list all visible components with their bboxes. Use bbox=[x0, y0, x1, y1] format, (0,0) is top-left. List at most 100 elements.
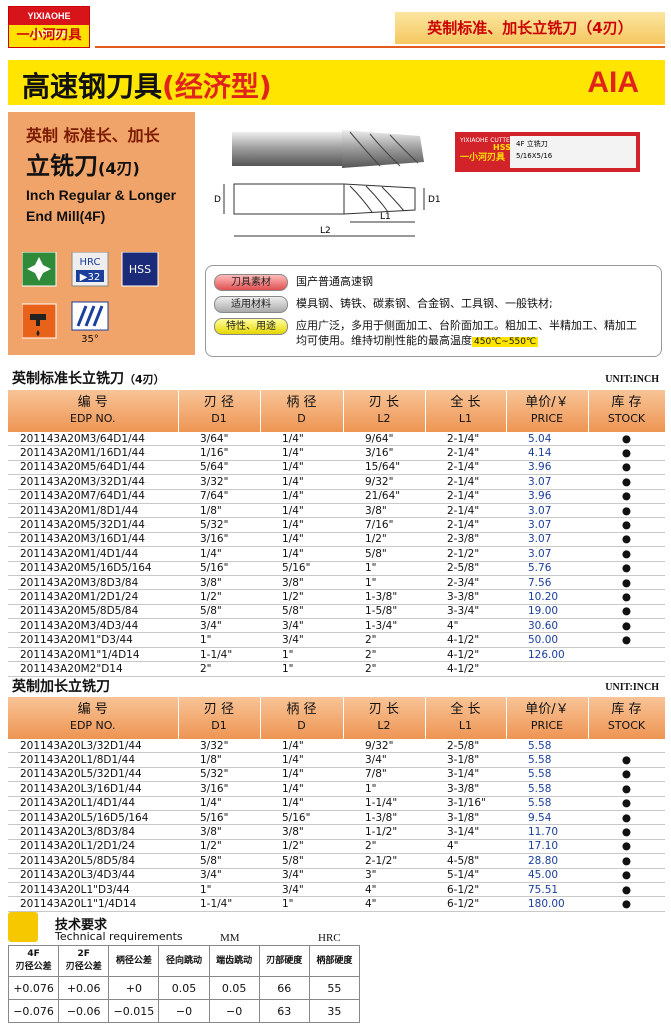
cell: 3/4" bbox=[260, 618, 343, 634]
cell: 5.04 bbox=[506, 432, 588, 447]
cell: 3/16" bbox=[178, 532, 260, 548]
cell: 1/2" bbox=[178, 589, 260, 605]
header-en: EDP NO. bbox=[70, 719, 116, 732]
tech-header-cell: 2F 刃径公差 bbox=[58, 945, 110, 977]
package-maker: 一小河刃具 bbox=[460, 151, 505, 163]
cell: 5/8" bbox=[260, 853, 343, 869]
tech-header-text: 柄径公差 bbox=[115, 955, 152, 966]
logo: YIXIAOHE CUTTER 一小河刃具 bbox=[8, 6, 90, 48]
header-en: L1 bbox=[458, 719, 473, 732]
row: 201143A20L3/8D3/84 3/8" 3/8" 1-1/2" 3-1/4" 11… bbox=[8, 824, 665, 840]
cell: 2-1/4" bbox=[425, 489, 506, 504]
tech-unit-hrc: HRC bbox=[318, 932, 341, 944]
row: 201143A20M5/32D1/44 5/32" 1/4" 7/16" 2-1/4" 3… bbox=[8, 517, 665, 533]
cell: ● bbox=[588, 561, 665, 576]
row: 201143A20M1/16D1/44 1/16" 1/4" 3/16" 2-1/4" 4… bbox=[8, 445, 665, 461]
prop-text: 模具钢、铸铁、碳素钢、合金钢、工具钢、一般铁材; bbox=[296, 296, 646, 311]
cell bbox=[588, 739, 665, 754]
cell: 1/4" bbox=[260, 445, 343, 461]
cell: 2" bbox=[343, 632, 425, 648]
header-cell: 柄 径 D bbox=[260, 697, 344, 739]
header-cell: 刃 长 L2 bbox=[343, 697, 426, 739]
cell: 28.80 bbox=[506, 853, 588, 869]
cell: 9/64" bbox=[343, 432, 425, 447]
label-d: D bbox=[214, 195, 221, 205]
cell: 1-3/4" bbox=[343, 618, 425, 634]
package-brand: YIXIAOHE CUTTER bbox=[459, 137, 514, 144]
product-en2: End Mill(4F) bbox=[26, 208, 106, 224]
prop-highlight: 450℃~550℃ bbox=[472, 337, 539, 347]
package-size: 5/16X5/16 bbox=[516, 152, 553, 160]
product-flutes: (4刃) bbox=[98, 159, 140, 178]
tech-cell: −0 bbox=[208, 999, 260, 1023]
tech-cell: −0 bbox=[158, 999, 210, 1023]
cell: 17.10 bbox=[506, 839, 588, 855]
cell: 3.07 bbox=[506, 503, 588, 519]
tech-unit-mm: MM bbox=[220, 932, 240, 944]
cell: 10.20 bbox=[506, 589, 588, 605]
cell: 3.96 bbox=[506, 489, 588, 504]
cell: 2-1/4" bbox=[425, 503, 506, 519]
header-cell: 单价/￥ PRICE bbox=[506, 390, 589, 432]
header-zh: 库 存 bbox=[611, 702, 642, 717]
cell: 6-1/2" bbox=[425, 896, 506, 912]
cell: 1/4" bbox=[178, 546, 260, 562]
header-cell: 库 存 STOCK bbox=[588, 390, 666, 432]
cell: 3.07 bbox=[506, 517, 588, 533]
cell: ● bbox=[588, 589, 665, 605]
draw-body bbox=[343, 183, 416, 215]
row: 201143A20L1/8D1/44 1/8" 1/4" 3/4" 3-1/8" 5.58… bbox=[8, 752, 665, 768]
header-zh: 库 存 bbox=[611, 395, 642, 410]
cell: 2-1/4" bbox=[425, 432, 506, 447]
label-d1: D1 bbox=[428, 195, 441, 205]
data-table: 编 号 EDP NO. 刃 径 D1 柄 径 D 刃 长 L2 全 长 L1 单价/￥ PRICE 库 … bbox=[8, 697, 666, 912]
cell: 3.07 bbox=[506, 546, 588, 562]
tech-cell: 35 bbox=[308, 999, 361, 1023]
header-cell: 编 号 EDP NO. bbox=[8, 697, 179, 739]
cell: 201143A20L5/16D5/164 bbox=[8, 810, 178, 826]
hss-label: HSS bbox=[129, 263, 151, 276]
cell: ● bbox=[588, 796, 665, 811]
cell: 2" bbox=[343, 839, 425, 855]
header-zh: 全 长 bbox=[450, 395, 481, 410]
cell: 5/16" bbox=[178, 561, 260, 576]
package-label bbox=[510, 136, 636, 168]
cell: 2-1/4" bbox=[425, 460, 506, 476]
draw-shank bbox=[233, 183, 345, 215]
header-en: L2 bbox=[377, 412, 391, 425]
draw-flutes bbox=[349, 185, 405, 213]
cell: 1/4" bbox=[260, 546, 343, 562]
cell: 201143A20L1"1/4D14 bbox=[8, 896, 178, 912]
tech-header-text: 柄部硬度 bbox=[316, 955, 353, 966]
product-name: 立铣刀 bbox=[26, 152, 98, 180]
cell: 3.96 bbox=[506, 460, 588, 476]
cell: 19.00 bbox=[506, 604, 588, 620]
header-en: STOCK bbox=[607, 719, 646, 732]
cell: 3-1/8" bbox=[425, 810, 506, 826]
product-line2: 立铣刀(4刃) bbox=[26, 146, 140, 181]
cell: 201143A20L1"D3/44 bbox=[8, 882, 178, 898]
cell: 1-1/4" bbox=[343, 796, 425, 811]
cell: 201143A20M1/2D1/24 bbox=[8, 589, 178, 605]
tech-cell: 0.05 bbox=[208, 976, 260, 1000]
cell: 1-1/2" bbox=[343, 824, 425, 840]
cell: 1/4" bbox=[260, 489, 343, 504]
row: 201143A20M5/16D5/164 5/16" 5/16" 1" 2-5/8" 5.… bbox=[8, 561, 665, 576]
cell: 201143A20L3/4D3/44 bbox=[8, 868, 178, 883]
row: 201143A20L3/16D1/44 3/16" 1/4" 1" 3-3/8" 5.58… bbox=[8, 781, 665, 797]
header-en: L1 bbox=[458, 412, 473, 425]
cell: 15/64" bbox=[343, 460, 425, 476]
header-en: L2 bbox=[377, 719, 391, 732]
cell: 5/32" bbox=[178, 517, 260, 533]
cell: 4-1/2" bbox=[425, 661, 506, 677]
cell: 50.00 bbox=[506, 632, 588, 648]
table-title-main: 英制加长立铣刀 bbox=[12, 679, 110, 695]
cell: 5.76 bbox=[506, 561, 588, 576]
angle-label: 35° bbox=[81, 334, 99, 345]
cell: 5.58 bbox=[506, 796, 588, 811]
header-zh: 单价/￥ bbox=[525, 702, 569, 717]
header-zh: 编 号 bbox=[77, 702, 108, 717]
header-zh: 刃 径 bbox=[203, 395, 235, 410]
package-material: HSS bbox=[493, 143, 511, 152]
cell: 5/16" bbox=[260, 561, 343, 576]
